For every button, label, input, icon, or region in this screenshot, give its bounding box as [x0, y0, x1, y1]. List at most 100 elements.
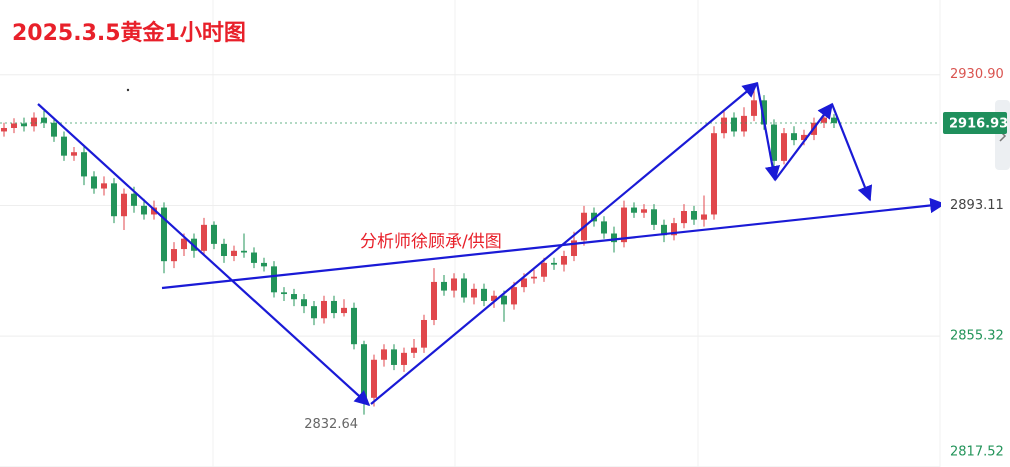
support-line: [161, 197, 946, 290]
candle-body: [281, 292, 287, 295]
candle-body: [241, 250, 247, 253]
candle-body: [211, 224, 217, 244]
trend-arrow: [830, 103, 873, 202]
candle-body: [671, 223, 677, 236]
candle-body: [511, 287, 517, 305]
candle-body: [411, 347, 417, 353]
chart-title: 2025.3.5黄金1小时图: [12, 20, 246, 46]
candle-body: [831, 117, 837, 124]
candle-body: [51, 122, 57, 137]
candle-body: [21, 123, 27, 127]
grid: [0, 0, 941, 467]
candle-body: [201, 224, 207, 251]
candle-body: [1, 127, 7, 132]
candle-body: [41, 117, 47, 123]
candle-body: [751, 100, 757, 116]
current-price-label: 2916.93: [949, 117, 1008, 132]
candle-body: [621, 207, 627, 243]
candle-body: [691, 211, 697, 220]
candle-body: [591, 212, 597, 222]
candle-body: [771, 124, 777, 161]
candle-body: [731, 117, 737, 132]
candle-body: [611, 233, 617, 243]
candle-body: [711, 133, 717, 215]
candle-body: [271, 266, 277, 293]
candle-body: [471, 288, 477, 298]
low-label: 2832.64: [304, 417, 358, 432]
candle-body: [61, 136, 67, 156]
candle-body: [401, 352, 407, 365]
candle-body: [761, 100, 767, 125]
candle-body: [641, 209, 647, 213]
trend-arrow: [774, 102, 833, 181]
candle-body: [71, 152, 77, 156]
candle-body: [381, 349, 387, 360]
watermark: 分析师徐顾承/供图: [360, 232, 502, 252]
candle-body: [161, 207, 167, 262]
candle-body: [421, 319, 427, 348]
candle-body: [441, 281, 447, 291]
candles: 2832.64: [0, 89, 940, 432]
candle-body: [541, 262, 547, 277]
candle-body: [741, 115, 747, 132]
candle-body: [111, 183, 117, 217]
candle-body: [231, 250, 237, 256]
candle-body: [721, 117, 727, 134]
y-tick-label: 2817.52: [950, 445, 1004, 460]
candle-body: [91, 176, 97, 189]
trend-arrow: [37, 103, 371, 407]
dot: [126, 88, 130, 92]
candle-body: [561, 255, 567, 265]
candle-body: [491, 295, 497, 301]
candle-body: [501, 295, 507, 305]
candle-body: [11, 123, 17, 128]
candle-body: [531, 276, 537, 279]
candle-body: [121, 193, 127, 217]
candle-body: [521, 278, 527, 288]
side-tab[interactable]: [995, 100, 1010, 170]
candle-body: [81, 152, 87, 177]
candle-body: [261, 262, 267, 267]
candle-body: [101, 183, 107, 189]
trend-arrow: [370, 82, 759, 405]
candle-body: [551, 262, 557, 265]
candle-body: [321, 300, 327, 319]
candle-body: [151, 207, 157, 215]
candle-body: [331, 300, 337, 314]
candle-body: [791, 133, 797, 141]
candle-body: [571, 240, 577, 256]
candle-body: [631, 207, 637, 213]
candle-body: [291, 294, 297, 300]
y-tick-label: 2930.90: [950, 67, 1004, 82]
y-tick-label: 2855.32: [950, 329, 1004, 344]
trend-arrow: [755, 82, 781, 182]
candle-body: [481, 288, 487, 301]
candle-body: [391, 349, 397, 365]
candle-body: [361, 344, 367, 398]
candle-body: [301, 299, 307, 307]
trend-lines: [37, 82, 946, 407]
candle-body: [431, 281, 437, 320]
candle-body: [461, 278, 467, 298]
current-price-tag: [943, 112, 1007, 135]
candle-body: [311, 306, 317, 319]
candle-body: [371, 359, 377, 398]
candle-body: [601, 221, 607, 234]
candle-body: [131, 193, 137, 206]
candle-body: [801, 134, 807, 141]
candle-body: [821, 117, 827, 123]
candle-body: [781, 133, 787, 161]
candle-body: [141, 205, 147, 215]
candle-body: [451, 278, 457, 291]
price-axis: 2930.90 2893.11 2855.32 2817.52 2916.93: [943, 67, 1008, 460]
candle-body: [341, 307, 347, 314]
candle-body: [221, 243, 227, 256]
candle-body: [251, 252, 257, 263]
overlay: [37, 82, 946, 407]
candle-body: [351, 307, 357, 345]
candle-body: [171, 249, 177, 262]
axis-panel: [941, 0, 1010, 467]
candle-body: [181, 238, 187, 250]
candle-body: [701, 214, 707, 220]
